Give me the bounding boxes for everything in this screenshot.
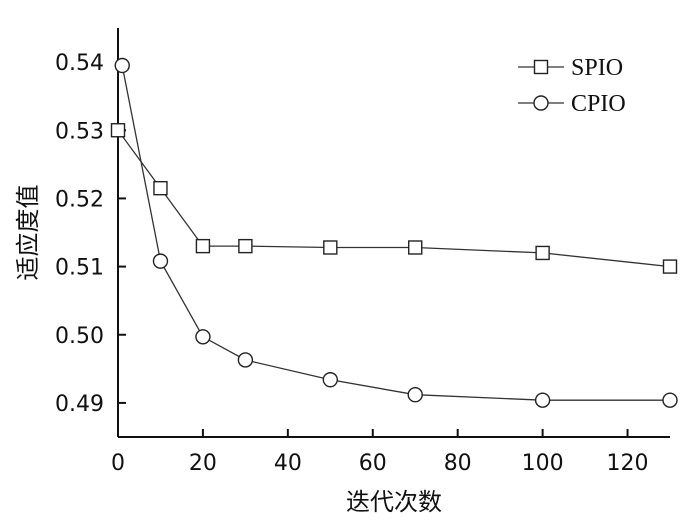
x-tick-label: 0: [111, 451, 125, 476]
data-point-spio: [662, 259, 678, 274]
series-line-spio: [117, 129, 671, 268]
data-point-spio: [535, 245, 550, 261]
y-tick-label: 0.50: [55, 324, 104, 349]
data-point-cpio: [114, 57, 130, 74]
data-point-spio: [195, 238, 211, 254]
data-point-spio: [110, 123, 126, 138]
legend: SPIO CPIO: [518, 55, 626, 117]
legend-item-spio: SPIO: [518, 55, 623, 81]
data-point-spio: [323, 240, 338, 255]
y-tick-label: 0.51: [55, 256, 104, 281]
data-point-spio: [238, 238, 253, 254]
x-tick-label: 120: [607, 451, 649, 476]
y-tick-label: 0.52: [55, 187, 104, 212]
data-point-cpio: [662, 392, 678, 408]
x-tick-label: 20: [189, 451, 217, 476]
series-layer: [110, 57, 678, 408]
y-tick-label: 0.53: [55, 119, 104, 144]
x-tick-label: 40: [274, 451, 302, 476]
data-point-spio: [153, 180, 168, 196]
data-point-cpio: [534, 392, 551, 408]
x-tick-label: 60: [359, 451, 387, 476]
series-cpio: [114, 57, 678, 408]
x-tick-label: 100: [522, 451, 564, 476]
series-spio: [110, 123, 678, 274]
x-axis-title: 迭代次数: [346, 488, 442, 516]
y-axis-title: 适应度值: [14, 185, 42, 281]
axes: [117, 28, 670, 438]
legend-label-spio: SPIO: [571, 55, 623, 81]
legend-marker-spio: [533, 59, 549, 75]
legend-item-cpio: CPIO: [518, 91, 626, 117]
data-point-cpio: [407, 387, 423, 403]
x-tick-label: 80: [444, 451, 472, 476]
data-point-cpio: [237, 352, 254, 368]
y-tick-label: 0.54: [55, 51, 104, 76]
series-line-cpio: [121, 65, 670, 401]
data-point-cpio: [195, 329, 211, 345]
data-point-cpio: [322, 372, 339, 388]
data-point-spio: [408, 240, 423, 255]
legend-marker-cpio: [533, 95, 549, 111]
y-tick-label: 0.49: [55, 392, 104, 417]
tick-group: 0 20 40 60 80 100 120 0.49 0.50 0.51 0.52 0.53 0.54: [55, 51, 649, 476]
data-point-cpio: [152, 253, 169, 269]
legend-label-cpio: CPIO: [571, 91, 626, 117]
